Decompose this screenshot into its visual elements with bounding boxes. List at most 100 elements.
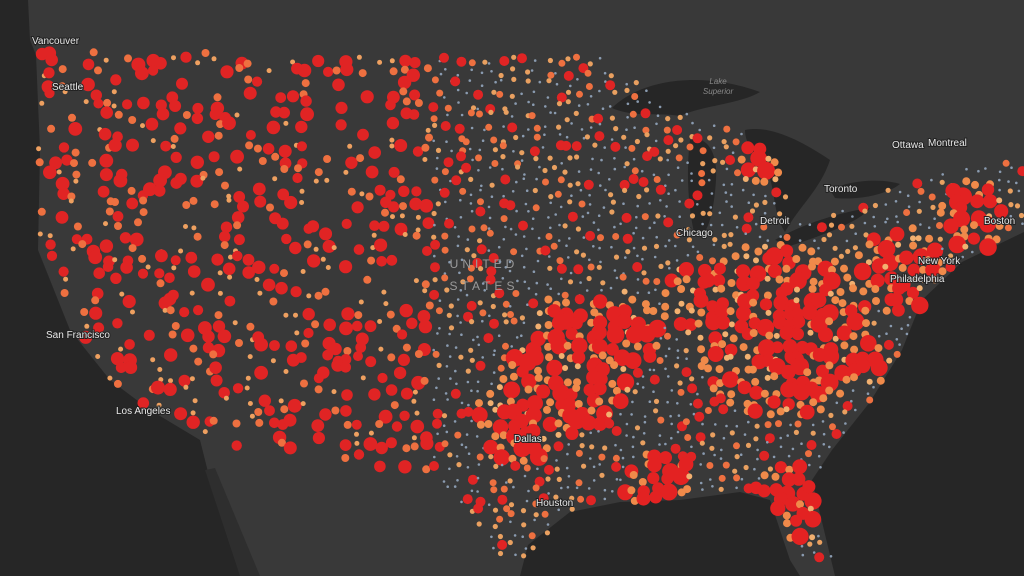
dot	[595, 397, 604, 406]
dot	[510, 345, 513, 348]
dot	[480, 224, 488, 232]
dot	[82, 58, 95, 71]
dot	[591, 338, 608, 355]
dot	[468, 79, 472, 82]
dot	[524, 547, 528, 550]
dot	[370, 245, 376, 251]
dot	[549, 287, 552, 291]
dot	[743, 433, 747, 436]
dot	[905, 332, 909, 336]
dot	[819, 394, 828, 403]
dot	[357, 128, 369, 141]
dot	[151, 380, 165, 395]
dot	[516, 279, 519, 283]
dot	[402, 97, 411, 106]
dot	[412, 231, 421, 240]
dot	[475, 435, 479, 438]
dot	[436, 362, 442, 368]
dot	[809, 398, 818, 407]
dot	[587, 487, 591, 490]
dot	[598, 453, 606, 461]
dot	[643, 420, 647, 424]
dot	[701, 222, 704, 226]
dot	[49, 156, 62, 170]
dot	[597, 228, 600, 232]
dot	[444, 200, 447, 204]
dot	[302, 307, 315, 321]
dot	[744, 353, 751, 360]
dot	[492, 371, 496, 374]
dot	[912, 248, 930, 265]
dot	[574, 363, 581, 370]
dot	[525, 407, 542, 424]
dot	[456, 88, 460, 92]
dot	[532, 204, 540, 212]
dot	[700, 161, 706, 167]
dot	[831, 296, 840, 305]
dot	[859, 287, 868, 296]
dot	[252, 260, 266, 274]
dot	[594, 131, 605, 142]
dot	[193, 305, 204, 316]
dot	[189, 344, 198, 353]
dot	[521, 134, 525, 138]
dot	[266, 68, 272, 74]
dot	[57, 187, 70, 200]
dot	[611, 426, 622, 436]
dot	[572, 384, 581, 392]
dot	[433, 223, 436, 227]
dot	[741, 243, 750, 252]
dot	[702, 452, 705, 455]
dot	[599, 184, 602, 187]
dot	[587, 61, 593, 67]
dot	[429, 461, 439, 471]
dot	[554, 419, 563, 428]
dot	[613, 157, 616, 160]
dot	[557, 508, 560, 512]
dot	[511, 54, 517, 60]
dot	[668, 266, 671, 270]
dot	[446, 485, 450, 489]
dot	[609, 286, 613, 290]
dot	[321, 287, 330, 296]
dot	[626, 102, 630, 106]
dot	[467, 403, 470, 407]
dot	[476, 110, 483, 118]
dot	[454, 369, 457, 373]
dot	[909, 276, 916, 283]
dot	[433, 254, 436, 258]
dot	[410, 419, 425, 434]
dot	[430, 262, 440, 273]
dot	[510, 460, 521, 471]
dot	[301, 339, 310, 348]
dot	[589, 168, 593, 171]
dot	[549, 201, 552, 205]
dot	[836, 288, 845, 296]
dot	[100, 106, 113, 119]
dot	[713, 262, 726, 275]
dot	[341, 454, 350, 462]
dot	[503, 381, 521, 399]
dot	[556, 476, 562, 482]
dot	[696, 392, 699, 396]
dot	[675, 154, 683, 162]
dot	[581, 463, 587, 469]
dot	[625, 82, 628, 86]
dot	[804, 510, 822, 528]
dot	[818, 327, 833, 343]
dot	[278, 106, 291, 119]
dot	[545, 353, 553, 362]
dot	[603, 488, 607, 492]
dot	[535, 281, 539, 285]
dot	[737, 155, 746, 164]
dot	[760, 471, 769, 480]
dot	[1007, 180, 1010, 183]
dot	[156, 279, 165, 288]
dot	[483, 128, 486, 132]
dot	[606, 325, 625, 344]
dot	[747, 201, 751, 204]
dot	[569, 84, 572, 88]
dot	[663, 135, 674, 146]
dot	[567, 211, 578, 222]
dot	[174, 407, 188, 421]
